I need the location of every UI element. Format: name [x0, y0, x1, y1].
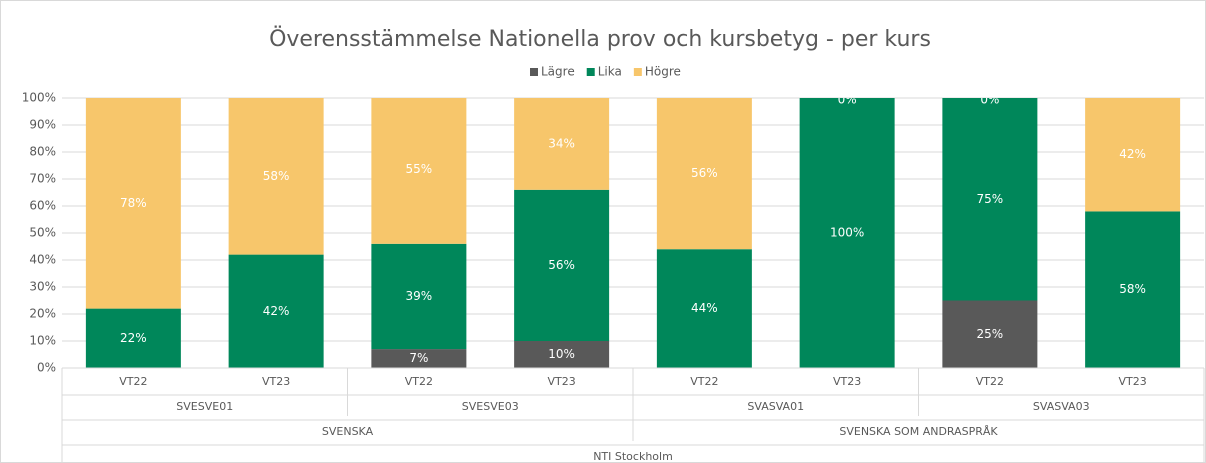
category-label: SVASVA03 — [1033, 400, 1090, 413]
data-label: 10% — [548, 347, 575, 361]
category-label: VT22 — [405, 375, 433, 388]
bar-segment — [371, 243, 467, 350]
category-label: VT22 — [119, 375, 147, 388]
y-tick-label: 60% — [29, 199, 56, 213]
bar-segment — [228, 254, 324, 368]
category-label: VT23 — [548, 375, 576, 388]
category-label: VT22 — [976, 375, 1004, 388]
legend-label: Lika — [598, 65, 622, 79]
bar-segment — [228, 98, 324, 255]
bar-segment — [799, 98, 895, 368]
category-label: VT23 — [1119, 375, 1147, 388]
legend-swatch — [530, 68, 538, 76]
category-label: NTI Stockholm — [593, 450, 673, 463]
bar-segment — [656, 249, 752, 368]
category-label: SVENSKA SOM ANDRASPRÅK — [839, 425, 998, 438]
bar-segment — [514, 98, 610, 190]
y-tick-label: 10% — [29, 334, 56, 348]
data-label: 0% — [838, 93, 857, 107]
data-label: 55% — [406, 162, 433, 176]
legend-label: Högre — [645, 65, 681, 79]
y-tick-label: 30% — [29, 280, 56, 294]
data-label: 42% — [1119, 147, 1146, 161]
bar-segment — [1085, 98, 1181, 212]
legend-swatch — [586, 68, 595, 76]
data-label: 100% — [830, 226, 864, 240]
bar-segment — [85, 98, 181, 309]
data-label: 34% — [548, 136, 575, 150]
data-label: 75% — [977, 192, 1004, 206]
data-label: 44% — [691, 301, 718, 315]
bar-segment — [1085, 211, 1181, 368]
y-tick-label: 40% — [29, 253, 56, 267]
y-tick-label: 90% — [29, 118, 56, 132]
data-label: 58% — [263, 169, 290, 183]
data-label: 7% — [409, 351, 428, 365]
bar-segment — [942, 98, 1038, 301]
y-tick-label: 20% — [29, 307, 56, 321]
category-label: SVESVE01 — [176, 400, 233, 413]
data-label: 42% — [263, 304, 290, 318]
bar-segment — [85, 308, 181, 368]
category-label: VT22 — [690, 375, 718, 388]
data-label: 56% — [548, 258, 575, 272]
y-tick-label: 0% — [37, 361, 56, 375]
chart-title: Överensstämmelse Nationella prov och kur… — [269, 26, 931, 52]
y-tick-label: 70% — [29, 172, 56, 186]
data-label: 25% — [977, 327, 1004, 341]
category-label: VT23 — [833, 375, 861, 388]
y-tick-label: 100% — [22, 91, 56, 105]
category-label: SVESVE03 — [462, 400, 519, 413]
bar-segment — [371, 349, 467, 368]
data-label: 56% — [691, 166, 718, 180]
legend-swatch — [633, 68, 642, 76]
data-label: 58% — [1119, 282, 1146, 296]
data-label: 78% — [120, 196, 147, 210]
y-tick-label: 50% — [29, 226, 56, 240]
bar-segment — [514, 341, 610, 368]
bar-segment — [514, 189, 610, 341]
category-label: VT23 — [262, 375, 290, 388]
category-label: SVENSKA — [322, 425, 374, 438]
bar-segment — [942, 300, 1038, 368]
y-tick-label: 80% — [29, 145, 56, 159]
data-label: 0% — [980, 93, 999, 107]
data-label: 22% — [120, 331, 147, 345]
legend-label: Lägre — [541, 65, 575, 79]
plot-area: 0%22%78%0%42%58%7%39%55%10%56%34%0%44%56… — [85, 93, 1181, 368]
bar-segment — [371, 98, 467, 244]
bar-segment — [656, 98, 752, 250]
category-label: SVASVA01 — [747, 400, 804, 413]
data-label: 39% — [406, 289, 433, 303]
